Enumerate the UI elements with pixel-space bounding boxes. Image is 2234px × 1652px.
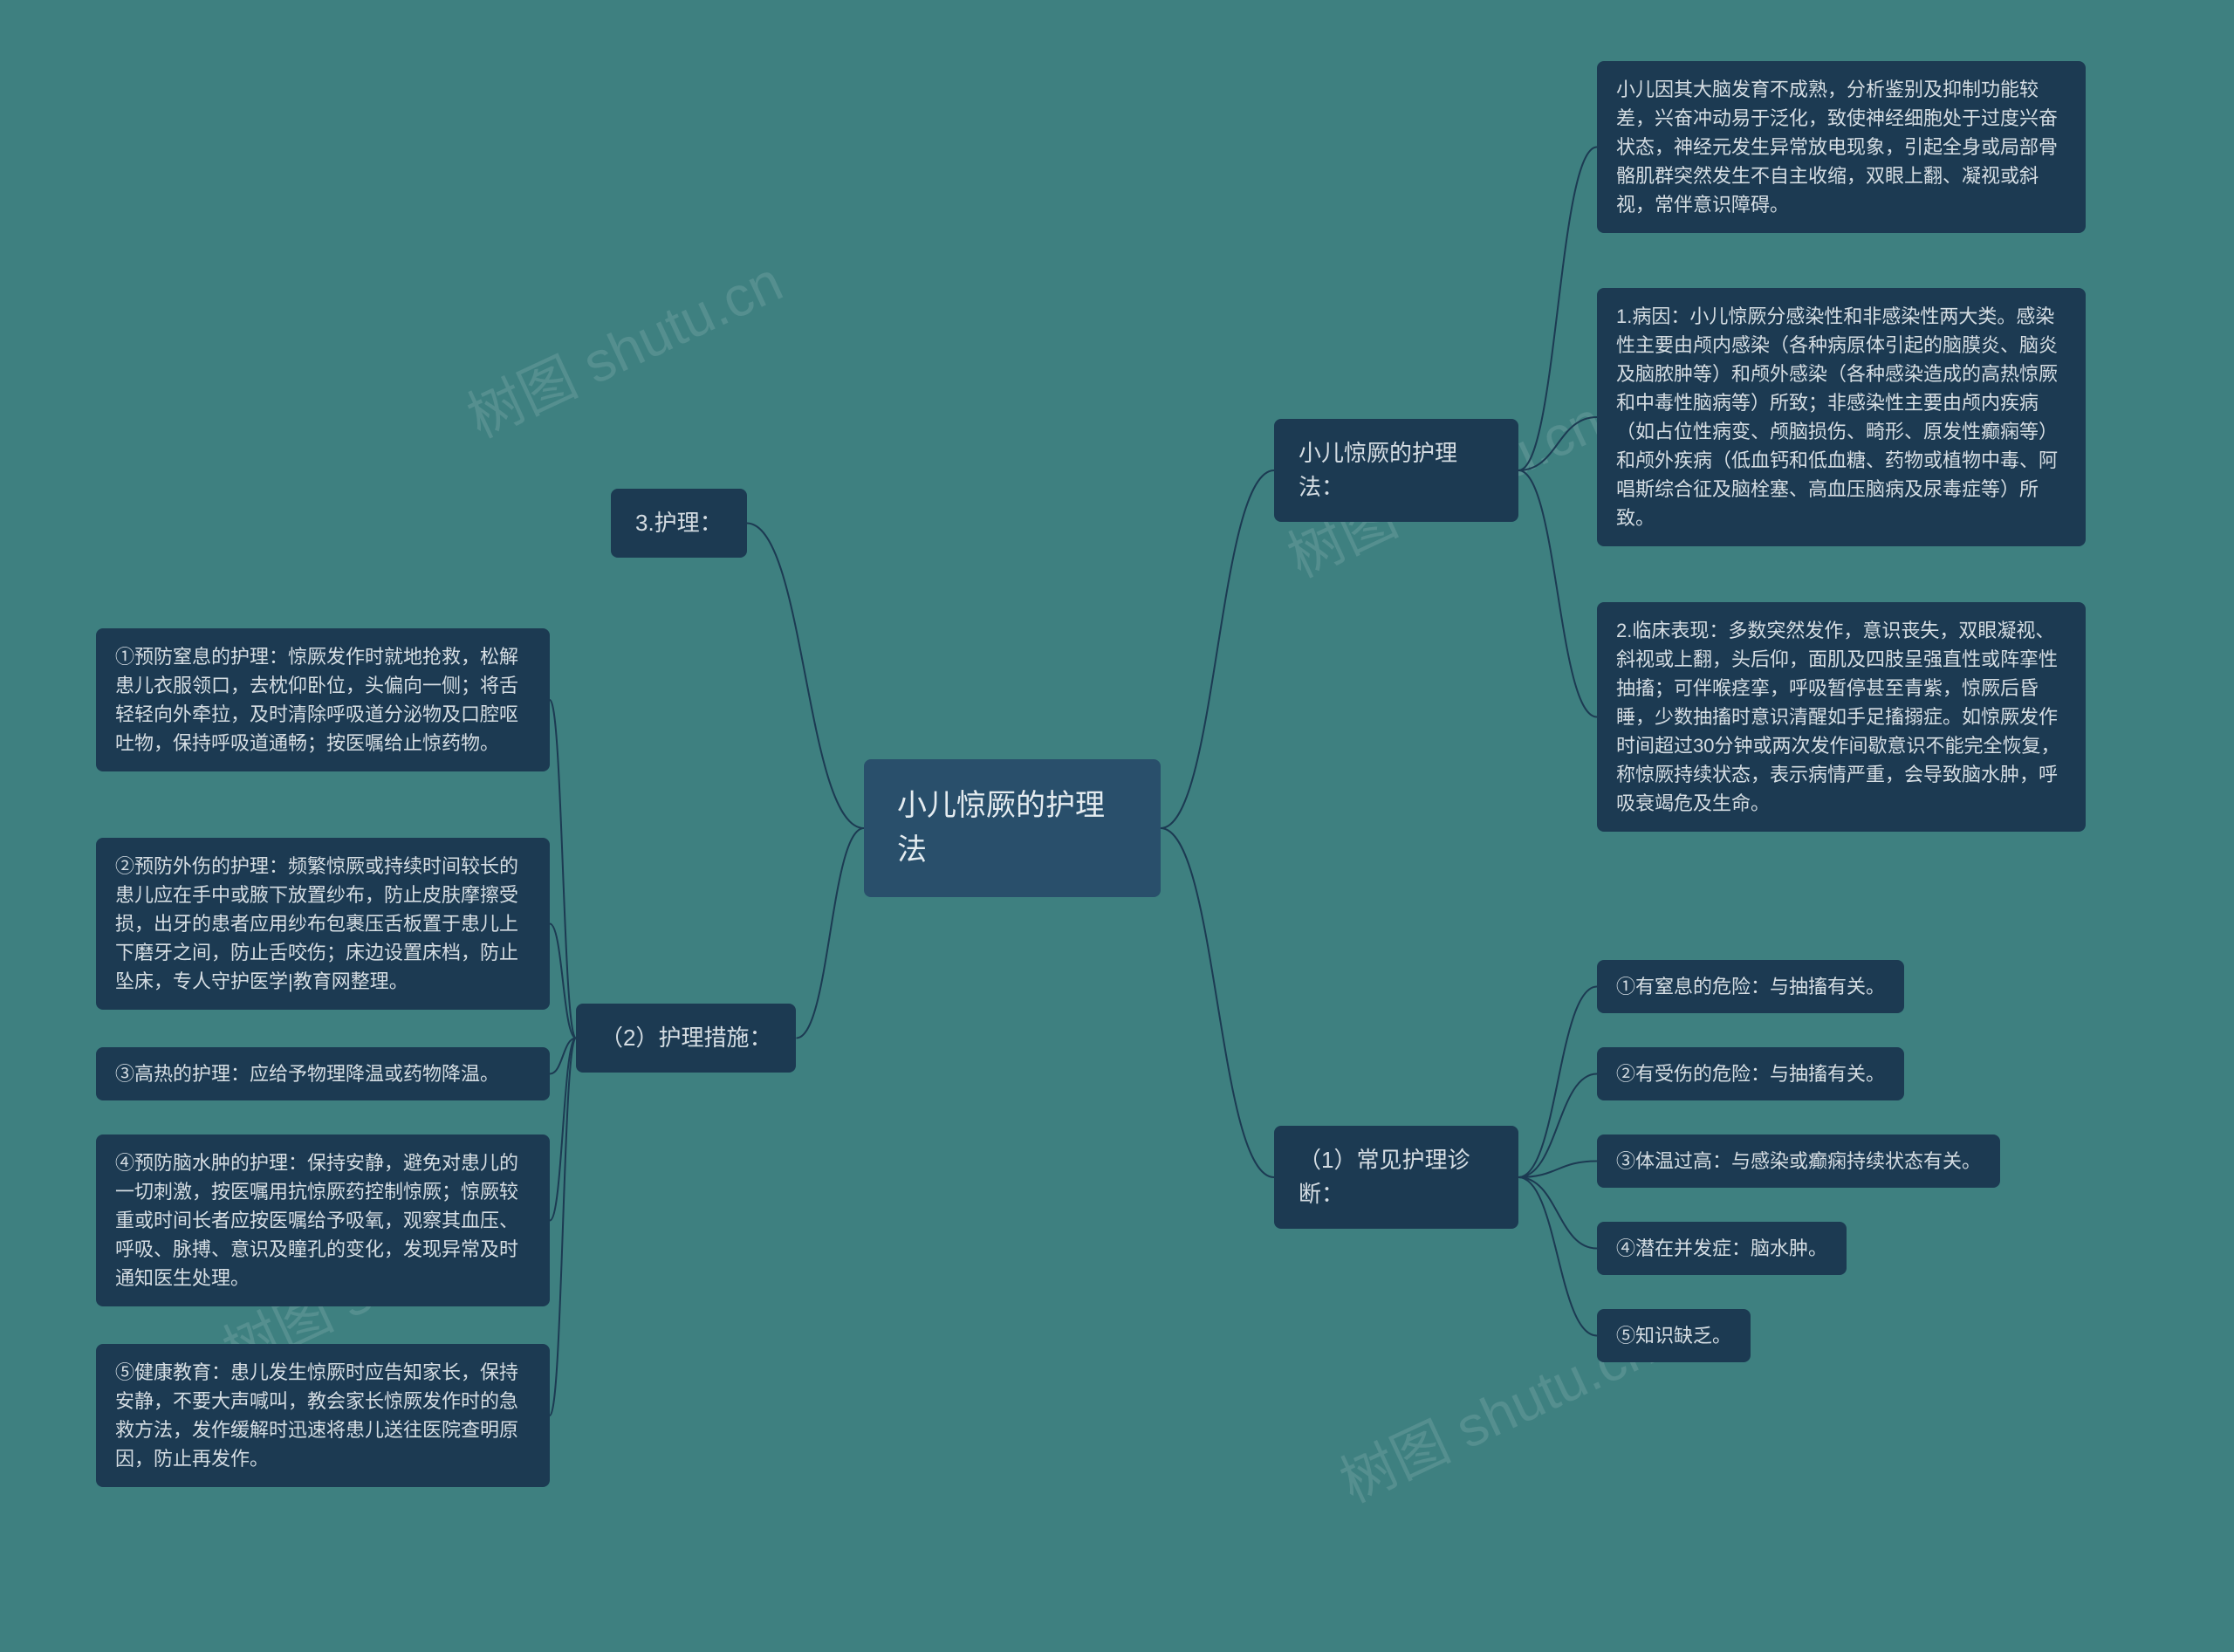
leaf-overview-2[interactable]: 2.临床表现：多数突然发作，意识丧失，双眼凝视、斜视或上翻，头后仰，面肌及四肢呈…: [1597, 602, 2086, 832]
branch-overview[interactable]: 小儿惊厥的护理法：: [1274, 419, 1518, 522]
branch-care[interactable]: 3.护理：: [611, 489, 747, 558]
watermark: 树图 shutu.cn: [453, 237, 793, 453]
leaf-measure-1[interactable]: ②预防外伤的护理：频繁惊厥或持续时间较长的患儿应在手中或腋下放置纱布，防止皮肤摩…: [96, 838, 550, 1010]
leaf-measure-2[interactable]: ③高热的护理：应给予物理降温或药物降温。: [96, 1047, 550, 1100]
branch-diagnosis[interactable]: （1）常见护理诊断：: [1274, 1126, 1518, 1229]
leaf-diag-2[interactable]: ③体温过高：与感染或癫痫持续状态有关。: [1597, 1134, 2000, 1188]
leaf-diag-1[interactable]: ②有受伤的危险：与抽搐有关。: [1597, 1047, 1904, 1100]
root-node[interactable]: 小儿惊厥的护理法: [864, 759, 1161, 897]
leaf-measure-3[interactable]: ④预防脑水肿的护理：保持安静，避免对患儿的一切刺激，按医嘱用抗惊厥药控制惊厥；惊…: [96, 1134, 550, 1306]
leaf-diag-0[interactable]: ①有窒息的危险：与抽搐有关。: [1597, 960, 1904, 1013]
leaf-overview-1[interactable]: 1.病因：小儿惊厥分感染性和非感染性两大类。感染性主要由颅内感染（各种病原体引起…: [1597, 288, 2086, 546]
leaf-diag-4[interactable]: ⑤知识缺乏。: [1597, 1309, 1751, 1362]
leaf-measure-0[interactable]: ①预防窒息的护理：惊厥发作时就地抢救，松解患儿衣服领口，去枕仰卧位，头偏向一侧；…: [96, 628, 550, 771]
leaf-overview-0[interactable]: 小儿因其大脑发育不成熟，分析鉴别及抑制功能较差，兴奋冲动易于泛化，致使神经细胞处…: [1597, 61, 2086, 233]
branch-measures[interactable]: （2）护理措施：: [576, 1004, 796, 1073]
leaf-measure-4[interactable]: ⑤健康教育：患儿发生惊厥时应告知家长，保持安静，不要大声喊叫，教会家长惊厥发作时…: [96, 1344, 550, 1487]
leaf-diag-3[interactable]: ④潜在并发症：脑水肿。: [1597, 1222, 1847, 1275]
